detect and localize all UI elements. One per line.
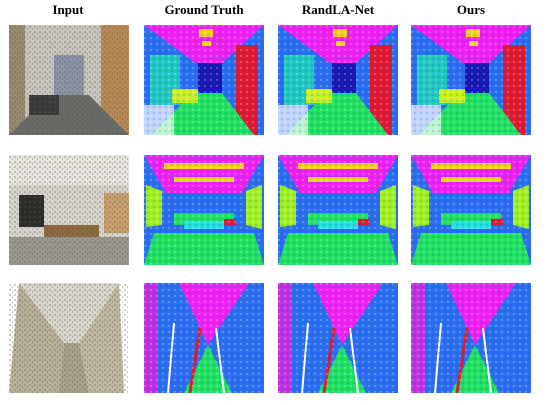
input-image [9, 283, 129, 393]
input-image [9, 25, 129, 135]
image-grid [9, 25, 532, 393]
ours-image [410, 283, 532, 393]
ground-truth-image [144, 25, 264, 135]
ours-image [411, 155, 531, 265]
column-header: RandLA-Net [302, 2, 375, 17]
ground-truth-image [144, 155, 264, 265]
ours-image [411, 25, 531, 135]
column-headers: Input Ground Truth RandLA-Net Ours [52, 2, 485, 17]
column-header: Input [52, 2, 84, 17]
randla-image [277, 283, 399, 393]
column-header: Ours [457, 2, 485, 17]
column-header: Ground Truth [164, 2, 244, 17]
randla-image [278, 155, 398, 265]
input-image [9, 155, 129, 265]
ground-truth-image [143, 283, 265, 393]
randla-image [278, 25, 398, 135]
